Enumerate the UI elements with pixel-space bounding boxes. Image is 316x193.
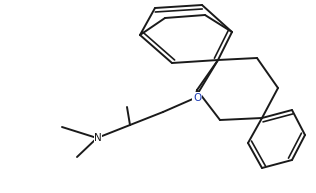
Text: N: N <box>94 133 102 143</box>
Text: O: O <box>193 93 201 103</box>
